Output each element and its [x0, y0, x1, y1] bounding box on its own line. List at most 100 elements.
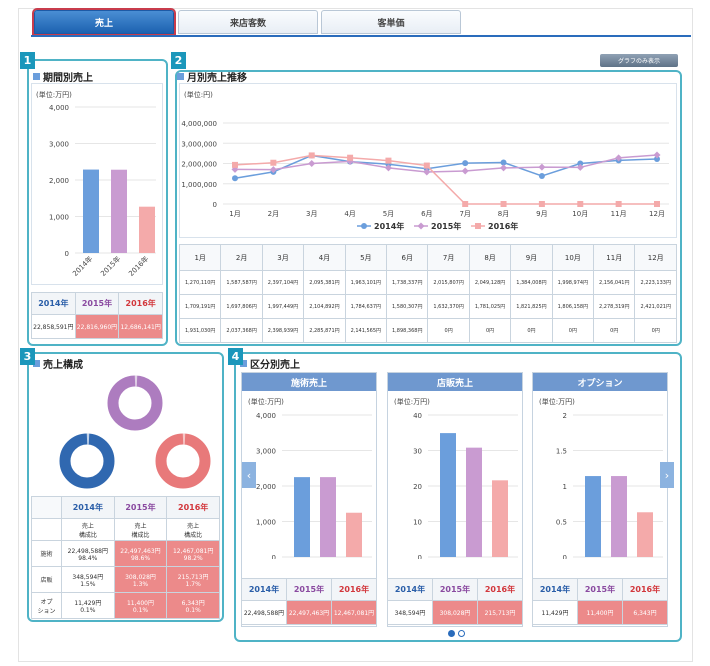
- period-value: 22,816,960円: [74, 314, 120, 339]
- data-point: [384, 164, 392, 172]
- sales-composition-title: 売上構成: [33, 356, 83, 371]
- monthly-cell: 1,998,974円: [551, 270, 595, 295]
- next-arrow-icon[interactable]: ›: [660, 462, 674, 488]
- y-tick-label: 2,000: [49, 177, 69, 185]
- comp-subhead: 売上 構成比: [113, 518, 168, 541]
- month-header: 9月: [510, 244, 553, 271]
- comp-cell: 22,498,588円 98.4%: [61, 540, 115, 567]
- monthly-cell: 1,806,158円: [551, 294, 595, 319]
- period-value: 22,858,591円: [31, 314, 76, 339]
- bar: [492, 480, 508, 557]
- comp-subhead: 売上 構成比: [61, 518, 115, 541]
- comp-sub-corner: [31, 518, 62, 541]
- comp-row-label: オプ ション: [31, 592, 62, 619]
- month-header: 5月: [344, 244, 388, 271]
- data-point: [577, 160, 584, 167]
- panel-badge-2: 2: [171, 52, 186, 69]
- comp-cell: 22,497,463円 98.6%: [113, 540, 168, 567]
- y-tick-label: 4,000: [256, 412, 276, 420]
- comp-row-label: 店販: [31, 566, 62, 593]
- card-year: 2014年: [387, 578, 433, 601]
- y-tick-label: 0.5: [556, 519, 567, 527]
- x-tick-label: 5月: [383, 210, 394, 218]
- comp-year-2015: 2015年: [113, 496, 168, 519]
- data-point: [270, 159, 277, 166]
- year-2016: 2016年: [118, 292, 163, 315]
- tab-visitors[interactable]: 来店客数: [178, 10, 318, 34]
- composition-table: 2014年 2015年 2016年 売上 構成比 売上 構成比 売上 構成比 施術 22,…: [31, 496, 220, 619]
- pager-dot-active[interactable]: [448, 630, 455, 637]
- data-point: [269, 166, 277, 174]
- category-card: 施術売上 (単位:万円) 4,000 3,000 2,000 1,000 0 2014年 201…: [241, 372, 377, 627]
- x-tick-label: 2015年: [98, 254, 122, 278]
- year-2015: 2015年: [74, 292, 120, 315]
- composition-donuts: [59, 375, 211, 489]
- tab-unit-price[interactable]: 客単価: [321, 10, 461, 34]
- x-tick-label: 10月: [572, 210, 588, 218]
- monthly-cell: 2,095,381円: [303, 270, 346, 295]
- x-tick-label: 2014年: [70, 254, 94, 278]
- bar: [466, 447, 482, 557]
- monthly-cell: 1,898,368円: [386, 318, 429, 343]
- card-year: 2016年: [331, 578, 377, 601]
- bar: [83, 169, 99, 253]
- series-line: [234, 154, 658, 173]
- card-value: 348,594円: [387, 600, 433, 625]
- bar: [440, 433, 456, 557]
- monthly-cell: 2,223,133円: [634, 270, 677, 295]
- card-value: 11,429円: [532, 600, 578, 625]
- y-tick-label: 3,000: [49, 141, 69, 149]
- monthly-cell: 1,270,110円: [178, 270, 222, 295]
- monthly-cell: 2,278,319円: [593, 294, 636, 319]
- y-tick-label: 2,000,000: [181, 161, 217, 169]
- legend-marker: [361, 223, 367, 229]
- y-tick-label: 0: [563, 554, 567, 559]
- card-value: 308,028円: [432, 600, 478, 625]
- monthly-cell: 1,781,025円: [468, 294, 512, 319]
- pager-dot[interactable]: [458, 630, 465, 637]
- monthly-cell: 1,384,008円: [510, 270, 553, 295]
- monthly-cell: 0円: [468, 318, 512, 343]
- monthly-cell: 2,104,892円: [303, 294, 346, 319]
- prev-arrow-icon[interactable]: ‹: [242, 462, 256, 488]
- monthly-sales-chart: 4,000,000 3,000,000 2,000,000 1,000,000 0 1月 2…: [181, 120, 669, 231]
- monthly-cell: 2,397,104円: [261, 270, 305, 295]
- monthly-cell: 2,285,871円: [303, 318, 346, 343]
- bar: [637, 512, 653, 557]
- monthly-cell: 0円: [551, 318, 595, 343]
- y-tick-label: 20: [413, 483, 422, 491]
- card-value: 6,343円: [622, 600, 668, 625]
- data-point: [500, 159, 507, 166]
- legend-marker: [475, 223, 481, 229]
- graph-only-button[interactable]: グラフのみ表示: [600, 54, 678, 67]
- card-chart: 4,000 3,000 2,000 1,000 0: [256, 412, 372, 559]
- month-header: 1月: [178, 244, 222, 271]
- data-point: [423, 162, 430, 169]
- sales-composition-title-text: 売上構成: [43, 360, 83, 371]
- card-year: 2014年: [241, 578, 287, 601]
- y-tick-label: 1,000: [256, 519, 276, 527]
- tab-sales[interactable]: 売上: [34, 10, 174, 34]
- x-tick-label: 12月: [649, 210, 665, 218]
- monthly-cell: 2,049,128円: [468, 270, 512, 295]
- month-header: 11月: [593, 244, 636, 271]
- title-square-icon: [33, 360, 40, 367]
- title-square-icon: [177, 73, 184, 80]
- card-chart: 2 1.5 1 0.5 0: [556, 412, 663, 559]
- comp-cell: 11,400円 0.1%: [113, 592, 168, 619]
- data-point: [347, 154, 354, 161]
- data-point: [462, 160, 469, 167]
- period-unit: (単位:万円): [36, 91, 72, 99]
- monthly-sales-table: 1月 2月 3月 4月 5月 6月 7月 8月 9月 10月 11月 12月 1,270,110円 1,5…: [178, 244, 677, 343]
- data-point: [385, 157, 392, 164]
- y-tick-label: 1: [563, 483, 567, 491]
- x-tick-label: 3月: [306, 210, 317, 218]
- monthly-sales-title-text: 月別売上推移: [187, 73, 247, 84]
- card-chart: 40 30 20 10 0: [413, 412, 518, 559]
- y-tick-label: 40: [413, 412, 422, 420]
- card-value: 11,400円: [577, 600, 623, 625]
- card-unit: (単位:万円): [539, 398, 575, 406]
- data-point: [654, 201, 660, 207]
- card-title: 店販売上: [388, 373, 522, 391]
- data-point: [615, 154, 623, 162]
